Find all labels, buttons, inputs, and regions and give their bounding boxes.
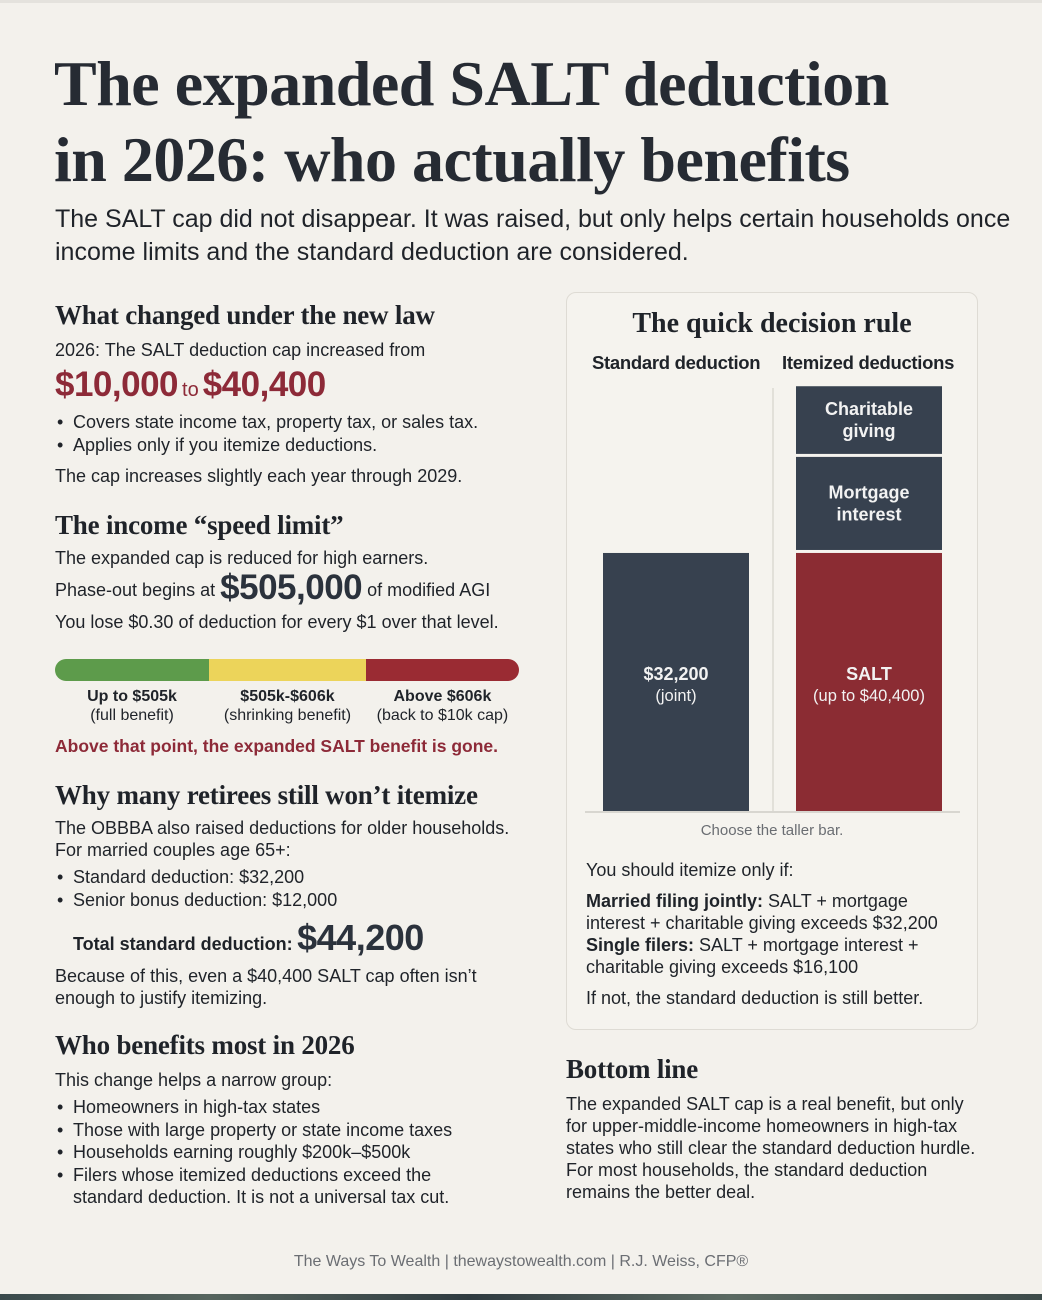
bar-segment-mortgage-interest [796, 456, 942, 550]
page-subtitle: The SALT cap did not disappear. It was r… [55, 205, 1011, 266]
category-label-standard: Standard deduction [592, 352, 761, 373]
list-item: Covers state income tax, property tax, o… [55, 411, 545, 434]
section-heading: The income “speed limit” [55, 510, 344, 540]
footer-separator: | [444, 1253, 449, 1270]
footer-credits: The Ways To Wealth | thewaystowealth.com… [0, 1253, 1042, 1271]
footer-separator: | [610, 1253, 615, 1270]
total-label: Total standard deduction: [73, 934, 293, 954]
rule-single-label: Single filers: [586, 935, 695, 955]
card-title: The quick decision rule [632, 308, 912, 339]
chart-caption: Choose the taller bar. [700, 822, 844, 839]
speed-line-3: You lose $0.30 of deduction for every $1… [55, 612, 499, 632]
list-item: Senior bonus deduction: $12,000 [55, 889, 545, 912]
itemize-intro: You should itemize only if: [586, 860, 794, 880]
new-cap-amount: $40,400 [202, 365, 327, 404]
speed-line-1: The expanded cap is reduced for high ear… [55, 548, 429, 568]
bar-label: $32,200 [643, 664, 708, 684]
list-item: Households earning roughly $200k–$500k [55, 1141, 485, 1164]
bar-segment-32-200 [603, 552, 749, 811]
rule-mfj-label: Married filing jointly: [586, 891, 764, 911]
bottom-line-text: The expanded SALT cap is a real benefit,… [566, 1094, 976, 1202]
section-what-changed: What changed under the new law 2026: The… [55, 300, 545, 487]
bullet-list: Standard deduction: $32,200 Senior bonus… [55, 866, 545, 911]
list-item: Applies only if you itemize deductions. [55, 434, 545, 457]
title-line-2: in 2026: who actually benefits [54, 124, 850, 195]
section-heading: What changed under the new law [55, 300, 435, 330]
rule-mfj-text: SALT + mortgage interest + charitable gi… [586, 891, 938, 933]
rule-single: Single filers: SALT + mortgage interest … [586, 934, 966, 978]
zone-shrinking-benefit [209, 659, 366, 681]
list-item: Standard deduction: $32,200 [55, 866, 545, 889]
benefit-gone-warning: Above that point, the expanded SALT bene… [55, 736, 499, 756]
zone-label: $505k-$606k (shrinking benefit) [209, 687, 366, 725]
itemize-rules: You should itemize only if: Married fili… [586, 859, 966, 1009]
bottom-image-strip [0, 1294, 1042, 1300]
list-item: Those with large property or state incom… [55, 1119, 485, 1142]
phaseout-amount: $505,000 [220, 568, 363, 607]
zone-title: Above $606k [393, 688, 492, 705]
bar-label: SALT [846, 664, 892, 684]
section-speed-limit: The income “speed limit” The expanded ca… [55, 510, 545, 633]
zone-title: Up to $505k [87, 688, 177, 705]
bar-label: Charitable [825, 399, 913, 419]
retirees-line-2: For married couples age 65+: [55, 840, 291, 860]
footer-brand: The Ways To Wealth [293, 1253, 441, 1270]
cap-note: The cap increases slightly each year thr… [55, 466, 463, 486]
section-heading: Why many retirees still won’t itemize [55, 780, 478, 810]
decision-bar-chart: $32,200 (joint) SALT (up to $40,400) Mortgag… [585, 386, 960, 813]
zone-title: $505k-$606k [240, 688, 335, 705]
top-border [0, 0, 1042, 3]
zone-label: Up to $505k (full benefit) [55, 687, 209, 725]
rule-mfj: Married filing jointly: SALT + mortgage … [586, 890, 966, 934]
zone-capped [365, 659, 519, 681]
bar-label: giving [843, 421, 896, 441]
footer-site-link[interactable]: thewaystowealth.com [453, 1253, 607, 1270]
section-bottom-line: Bottom line The expanded SALT cap is a r… [566, 1054, 986, 1203]
footer-author: R.J. Weiss, CFP® [619, 1253, 749, 1270]
section-retirees: Why many retirees still won’t itemize Th… [55, 780, 545, 1009]
bar-label: Mortgage [829, 482, 910, 502]
zone-label: Above $606k (back to $10k cap) [366, 687, 519, 725]
bullet-list: Homeowners in high-tax states Those with… [55, 1096, 485, 1209]
to-word: to [182, 379, 199, 401]
category-label-itemized: Itemized deductions [782, 352, 955, 373]
bar-label: interest [836, 504, 901, 524]
phaseout-prefix: Phase-out begins at [55, 580, 216, 600]
section-who-benefits: Who benefits most in 2026 This change he… [55, 1030, 545, 1209]
cap-change: $10,000 to $40,400 [55, 365, 545, 405]
section-heading: Bottom line [566, 1054, 699, 1084]
bar-sublabel: (up to $40,400) [813, 687, 925, 705]
title-line-1: The expanded SALT deduction [54, 48, 889, 119]
zone-note: (shrinking benefit) [223, 707, 352, 724]
bar-segment-charitable-giving [796, 386, 942, 454]
who-intro: This change helps a narrow group: [55, 1070, 333, 1090]
zone-note: (back to $10k cap) [376, 707, 509, 724]
total-value: $44,200 [297, 917, 424, 958]
phaseout-zone-labels: Up to $505k (full benefit) $505k-$606k (… [55, 687, 519, 725]
income-phaseout-bar [55, 659, 519, 681]
section-heading: Who benefits most in 2026 [55, 1030, 355, 1060]
retirees-line-1: The OBBBA also raised deductions for old… [55, 818, 510, 838]
retirees-conclusion: Because of this, even a $40,400 SALT cap… [55, 966, 477, 1008]
old-cap-amount: $10,000 [55, 365, 179, 404]
bullet-list: Covers state income tax, property tax, o… [55, 411, 545, 456]
zone-note: (full benefit) [90, 707, 174, 724]
intro-text: 2026: The SALT deduction cap increased f… [55, 340, 426, 360]
list-item: Homeowners in high-tax states [55, 1096, 485, 1119]
bar-segment-salt [796, 552, 942, 811]
rule-otherwise: If not, the standard deduction is still … [586, 988, 924, 1008]
zone-full-benefit [55, 659, 210, 681]
total-standard-deduction: Total standard deduction: $44,200 [73, 917, 545, 959]
phaseout-line: Phase-out begins at $505,000 of modified… [55, 570, 545, 605]
bar-sublabel: (joint) [655, 687, 696, 705]
list-item: Filers whose itemized deductions exceed … [55, 1164, 485, 1209]
phaseout-suffix: of modified AGI [367, 580, 491, 600]
page-title: The expanded SALT deduction in 2026: who… [54, 46, 1014, 198]
rule-single-text: SALT + mortgage interest + charitable gi… [586, 935, 919, 977]
